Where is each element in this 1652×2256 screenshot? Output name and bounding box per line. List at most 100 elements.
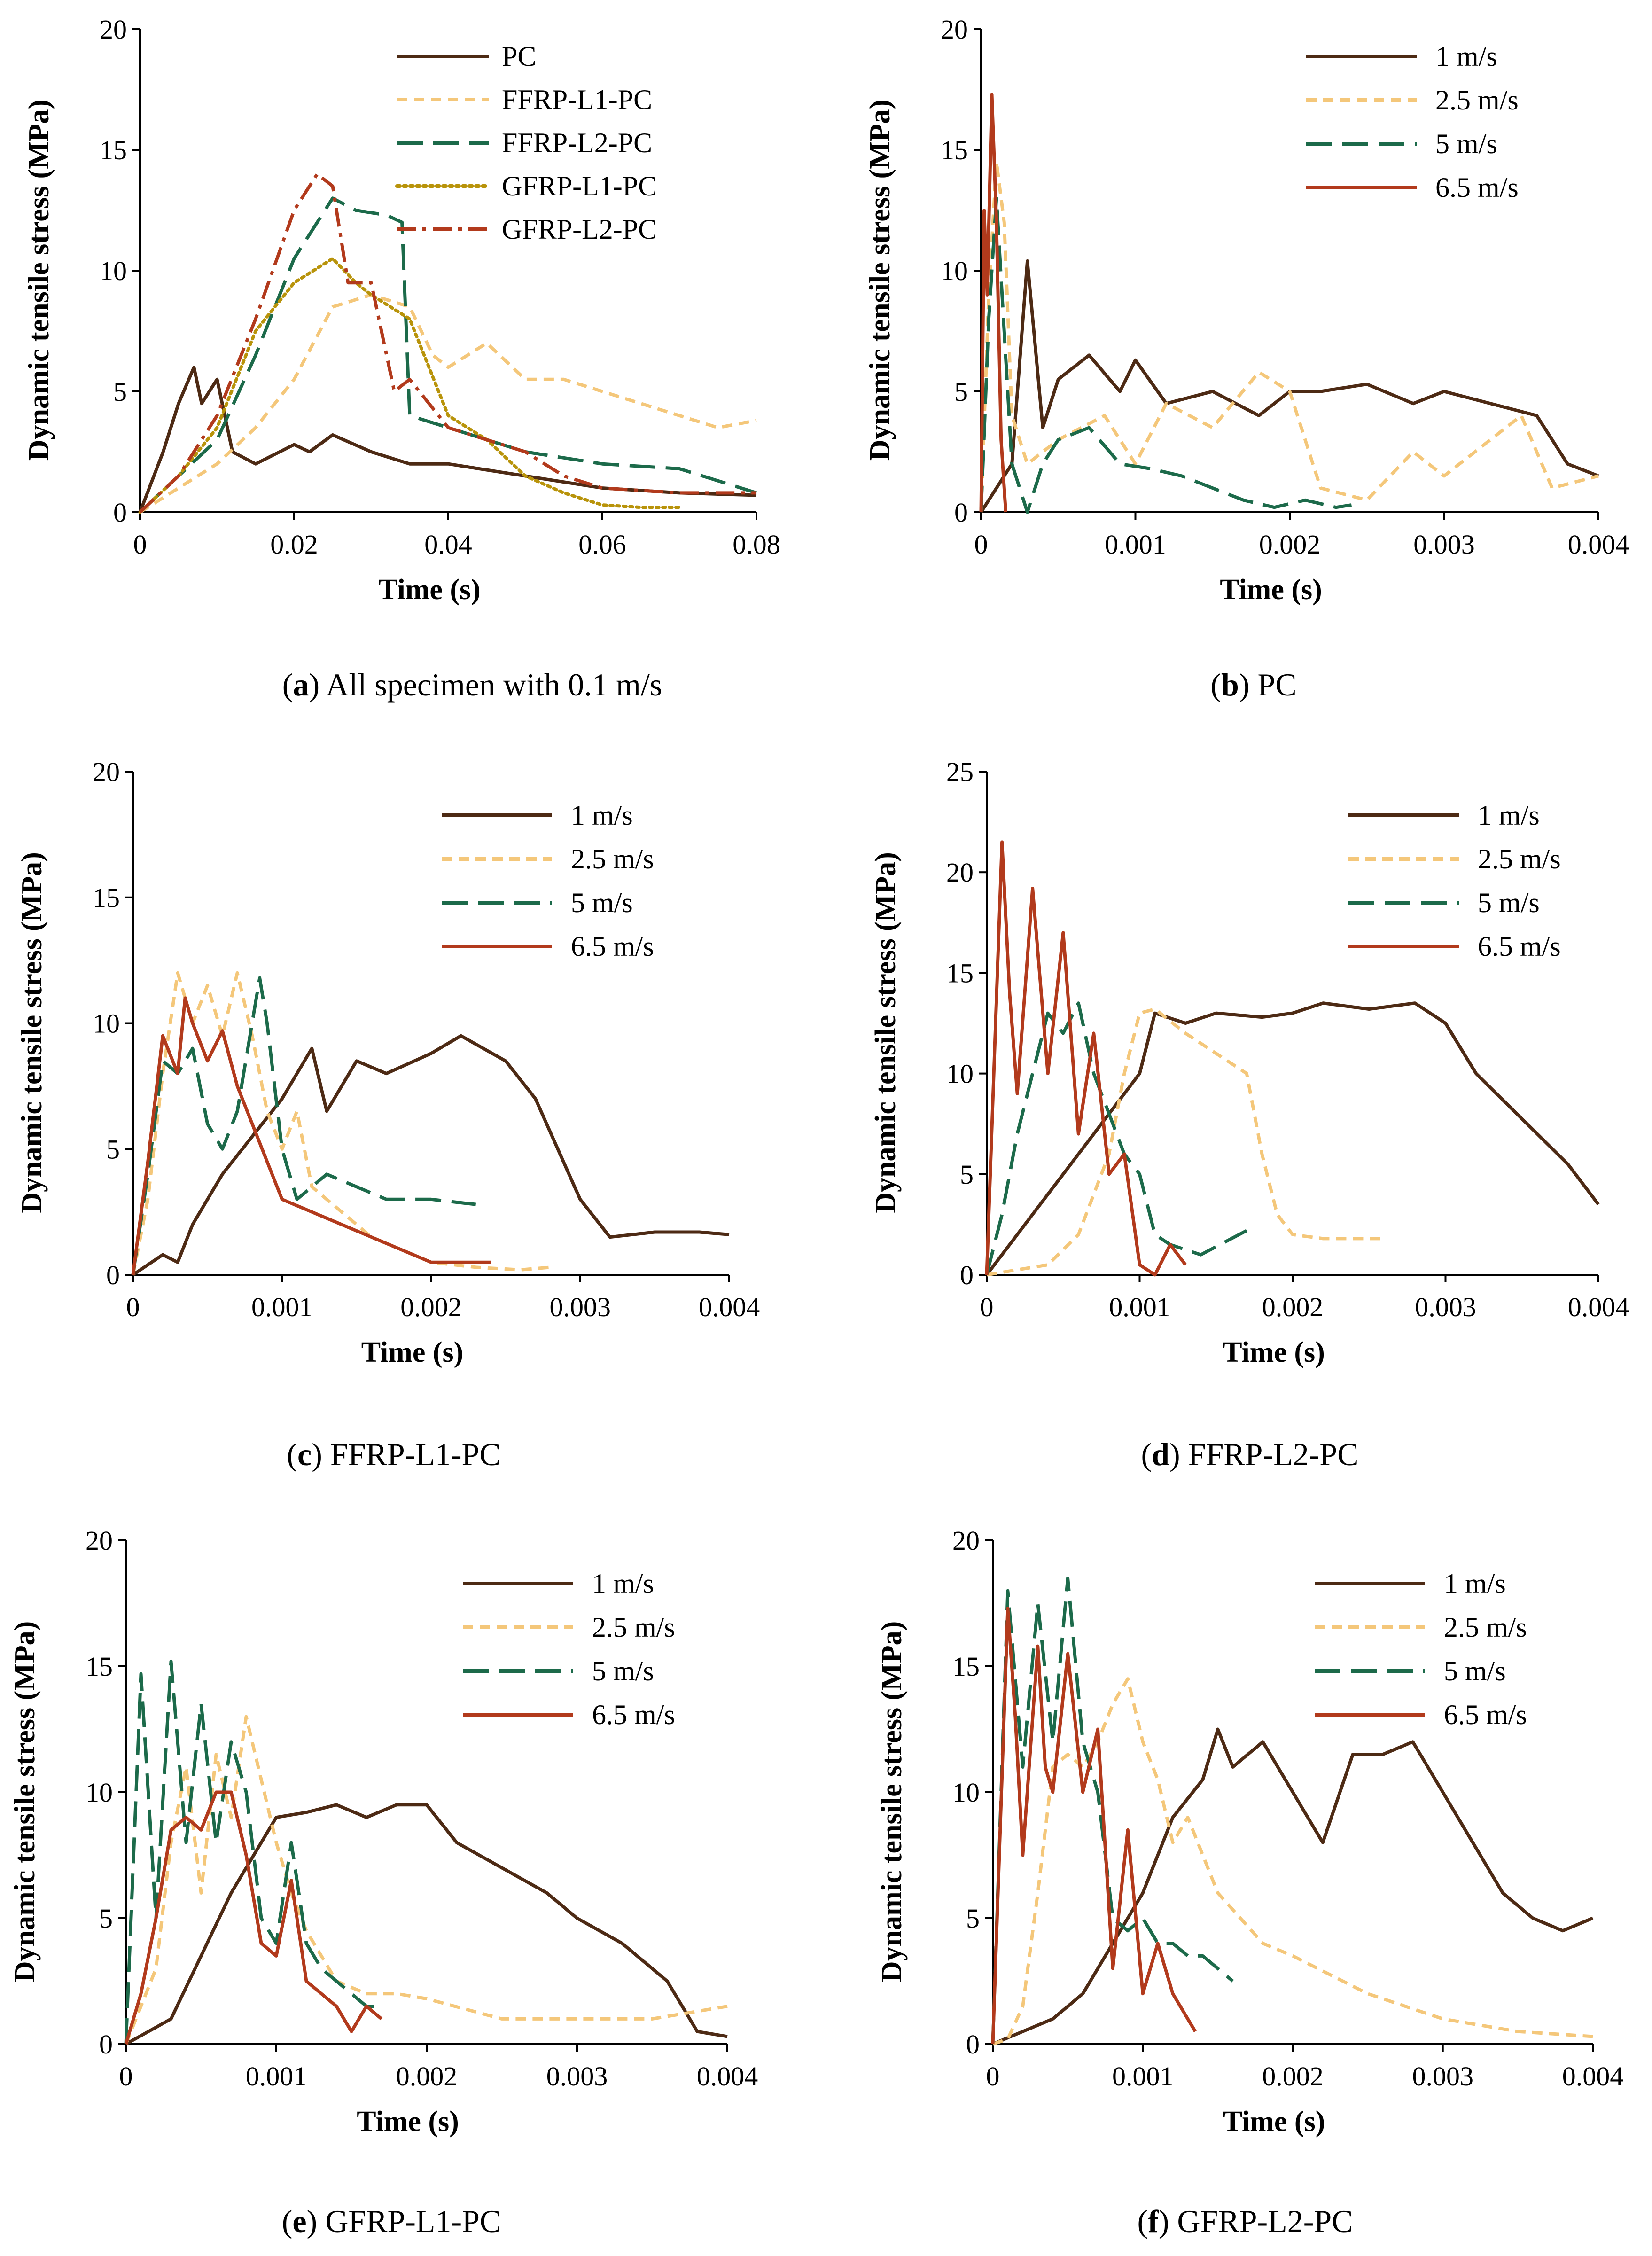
legend-label-6-5-m-s: 6.5 m/s <box>571 931 654 962</box>
legend: PC FFRP-L1-PC FFRP-L2-PC GFRP-L1-PC GFRP-L2-… <box>395 41 657 245</box>
caption-text: FFRP-L2-PC <box>1188 1436 1359 1472</box>
y-tick-label: 15 <box>86 1651 113 1682</box>
x-tick-label: 0 <box>126 1292 140 1322</box>
legend-label-5-m-s: 5 m/s <box>571 887 633 918</box>
x-tick-label: 0.004 <box>697 2061 758 2092</box>
legend-label-5-m-s: 5 m/s <box>592 1655 654 1686</box>
legend-label-1-m-s: 1 m/s <box>1478 800 1540 831</box>
x-tick-label: 0 <box>986 2061 1000 2092</box>
y-tick-label: 5 <box>106 1134 120 1164</box>
y-tick-label: 15 <box>952 1651 980 1682</box>
chart-panel-e: 0 5 10 15 20 0 0.001 0.002 0.003 0.004 Time (s) Dyn… <box>9 1525 758 2239</box>
series-line-6-5-m-s <box>124 1790 383 2045</box>
legend-label-1-m-s: 1 m/s <box>571 800 633 831</box>
series-line-5-m-s <box>985 1001 1247 1275</box>
x-tick-label: 0.06 <box>578 529 626 560</box>
x-tick-label: 0.002 <box>396 2061 458 2092</box>
x-tick-label: 0.002 <box>1262 2061 1324 2092</box>
caption-paren-close: ) <box>1159 2203 1177 2239</box>
legend-label-6-5-m-s: 6.5 m/s <box>1435 172 1519 203</box>
legend: 1 m/s 2.5 m/s 5 m/s 6.5 m/s <box>1306 41 1519 203</box>
series-line-6-5-m-s <box>131 996 491 1275</box>
panel-caption: (d) FFRP-L2-PC <box>1141 1436 1359 1472</box>
y-tick-label: 10 <box>86 1777 113 1808</box>
caption-text: GFRP-L2-PC <box>1177 2203 1353 2239</box>
y-tick-label: 15 <box>100 135 127 165</box>
chart-panel-f: 0 5 10 15 20 0 0.001 0.002 0.003 0.004 Time (s) Dyn… <box>876 1525 1623 2239</box>
x-tick-label: 0.003 <box>1412 2061 1474 2092</box>
caption-letter: d <box>1152 1436 1169 1472</box>
series-line-5-m-s <box>991 1576 1234 2045</box>
y-tick-label: 20 <box>946 857 974 888</box>
y-axis-title: Dynamic tensile stress (MPa) <box>9 1621 41 1983</box>
series-line-2-5-m-s <box>979 160 1599 513</box>
x-tick-label: 0 <box>980 1292 994 1322</box>
y-tick-label: 0 <box>960 1260 974 1290</box>
chart-panel-c: 0 5 10 15 20 0 0.001 0.002 0.003 0.004 Time (s) Dyn… <box>16 757 760 1472</box>
y-tick-label: 20 <box>941 14 968 45</box>
panel-caption: (c) FFRP-L1-PC <box>287 1436 500 1472</box>
caption-paren-open: ( <box>282 2203 293 2239</box>
series-line-6-5-m-s <box>985 840 1187 1277</box>
x-axis-title: Time (s) <box>378 574 481 606</box>
y-tick-label: 5 <box>960 1159 974 1190</box>
x-tick-label: 0.003 <box>550 1292 611 1322</box>
y-tick-label: 20 <box>93 757 120 787</box>
caption-paren-close: ) <box>1239 667 1258 703</box>
y-tick-label: 0 <box>954 497 968 528</box>
y-tick-label: 5 <box>966 1903 980 1934</box>
x-axis-title: Time (s) <box>1223 2106 1325 2138</box>
y-axis-title: Dynamic tensile stress (MPa) <box>870 852 902 1213</box>
legend: 1 m/s 2.5 m/s 5 m/s 6.5 m/s <box>442 800 654 962</box>
legend-label-ffrp-l1-pc: FFRP-L1-PC <box>502 84 652 115</box>
x-tick-label: 0.001 <box>1105 529 1166 560</box>
y-tick-label: 25 <box>946 757 974 787</box>
y-axis-title: Dynamic tensile stress (MPa) <box>23 100 55 461</box>
series-line-1-m-s <box>125 1803 728 2046</box>
x-tick-label: 0.003 <box>546 2061 608 2092</box>
chart-panel-b: 0 5 10 15 20 0 0.001 0.002 0.003 0.004 Time (s) Dyn… <box>864 14 1629 703</box>
series-line-gfrp-l1-pc <box>138 257 681 514</box>
x-tick-label: 0.04 <box>424 529 472 560</box>
series-line-2-5-m-s <box>124 1715 728 2045</box>
y-tick-label: 10 <box>93 1008 120 1039</box>
legend: 1 m/s 2.5 m/s 5 m/s 6.5 m/s <box>463 1568 675 1730</box>
y-tick-label: 5 <box>113 376 127 407</box>
legend-label-6-5-m-s: 6.5 m/s <box>1444 1699 1527 1730</box>
legend-label-gfrp-l2-pc: GFRP-L2-PC <box>502 214 657 245</box>
series-line-ffrp-l1-pc <box>139 293 757 514</box>
series-line-pc <box>138 366 757 513</box>
chart-panel-a: 0 5 10 15 20 0 0.02 0.04 0.06 0.08 Time (s) Dynamic… <box>23 14 780 703</box>
x-tick-label: 0.003 <box>1413 529 1475 560</box>
x-tick-label: 0 <box>133 529 147 560</box>
chart-panel-d: 0 5 10 15 20 25 0 0.001 0.002 0.003 0.004 Time (s) D… <box>870 757 1629 1472</box>
y-tick-label: 10 <box>941 256 968 286</box>
y-tick-label: 0 <box>106 1260 120 1290</box>
y-tick-label: 15 <box>93 882 120 913</box>
x-tick-label: 0.08 <box>732 529 780 560</box>
x-tick-label: 0.002 <box>1262 1292 1324 1322</box>
panel-caption: (e) GFRP-L1-PC <box>282 2203 501 2239</box>
caption-letter: f <box>1148 2203 1159 2239</box>
series-line-6-5-m-s <box>979 93 1008 513</box>
legend-label-pc: PC <box>502 41 536 72</box>
caption-text: All specimen with 0.1 m/s <box>326 667 662 703</box>
x-tick-label: 0 <box>974 529 988 560</box>
y-axis-title: Dynamic tensile stress (MPa) <box>16 852 48 1213</box>
caption-paren-close: ) <box>312 1436 330 1472</box>
caption-paren-close: ) <box>1169 1436 1188 1472</box>
series-line-6-5-m-s <box>991 1607 1197 2045</box>
y-tick-label: 15 <box>946 958 974 988</box>
x-tick-label: 0.001 <box>1112 2061 1174 2092</box>
y-tick-label: 15 <box>941 135 968 165</box>
legend-label-1-m-s: 1 m/s <box>1435 41 1497 72</box>
caption-paren-open: ( <box>1141 1436 1152 1472</box>
series-line-2-5-m-s <box>131 971 551 1275</box>
series-line-ffrp-l2-pc <box>139 196 757 514</box>
legend-label-6-5-m-s: 6.5 m/s <box>592 1699 675 1730</box>
panel-caption: (a) All specimen with 0.1 m/s <box>282 667 662 703</box>
panel-caption: (b) PC <box>1210 667 1296 703</box>
series-line-5-m-s <box>131 976 476 1275</box>
legend-label-ffrp-l2-pc: FFRP-L2-PC <box>502 127 652 158</box>
y-tick-label: 20 <box>100 14 127 45</box>
